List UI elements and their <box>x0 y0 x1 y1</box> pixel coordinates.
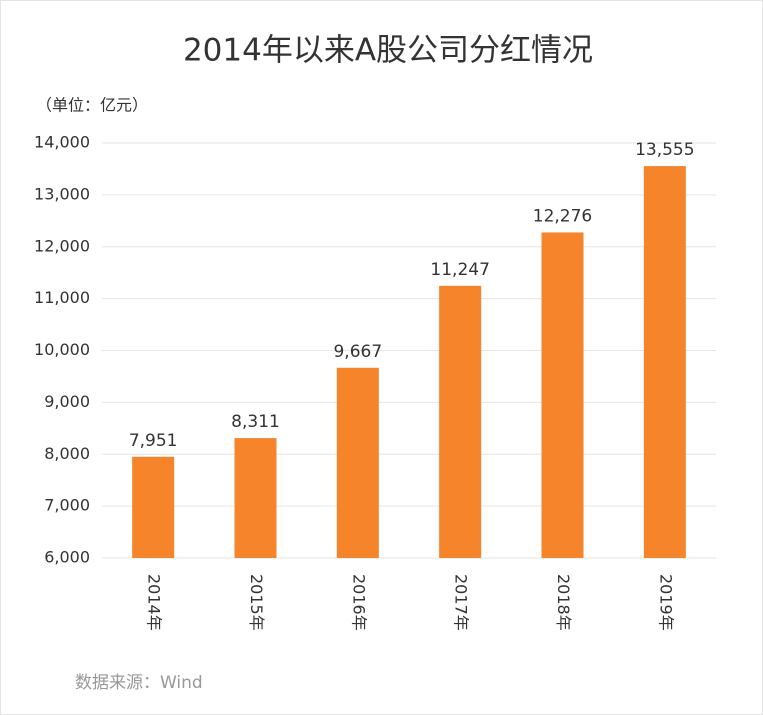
bar <box>439 285 482 558</box>
y-tick-label: 9,000 <box>44 392 90 411</box>
y-tick-label: 11,000 <box>34 288 90 307</box>
chart-title: 2014年以来A股公司分红情况 <box>183 33 593 69</box>
bar <box>541 232 584 558</box>
bar <box>132 456 175 558</box>
unit-label: （单位：亿元） <box>36 96 148 115</box>
y-tick-label: 7,000 <box>44 496 90 515</box>
x-tick-label: 2017年 <box>452 574 471 631</box>
value-label: 8,311 <box>231 412 280 432</box>
x-tick-label: 2018年 <box>554 574 573 631</box>
x-tick-label: 2016年 <box>349 574 368 631</box>
value-label: 13,555 <box>635 140 694 160</box>
value-label: 9,667 <box>333 342 382 362</box>
x-tick-label: 2014年 <box>145 574 164 631</box>
x-tick-label: 2019年 <box>656 574 675 631</box>
y-tick-label: 12,000 <box>34 236 90 255</box>
y-tick-label: 6,000 <box>44 548 90 567</box>
value-label: 11,247 <box>430 260 489 280</box>
y-tick-label: 14,000 <box>34 133 90 152</box>
bar <box>336 367 379 558</box>
value-label: 7,951 <box>129 431 178 451</box>
x-tick-label: 2015年 <box>247 574 266 631</box>
source: 数据来源：Wind <box>75 673 203 693</box>
bar <box>643 166 686 558</box>
bar <box>234 438 277 558</box>
value-label: 12,276 <box>533 206 592 226</box>
y-tick-label: 10,000 <box>34 340 90 359</box>
y-tick-label: 8,000 <box>44 444 90 463</box>
y-tick-label: 13,000 <box>34 184 90 203</box>
